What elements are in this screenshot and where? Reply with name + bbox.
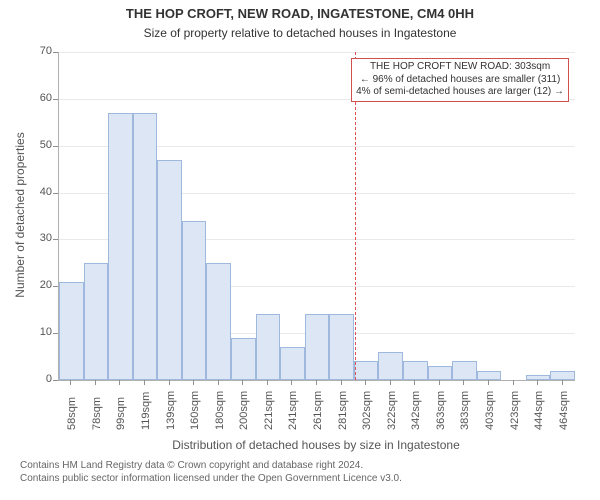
y-tick-label: 60 [24, 92, 52, 104]
x-tick-label: 78sqm [91, 397, 103, 430]
histogram-bar [354, 361, 379, 380]
y-tick-label: 50 [24, 139, 52, 151]
annotation-line: 4% of semi-detached houses are larger (1… [356, 86, 564, 99]
y-tick-mark [53, 146, 58, 147]
histogram-bar [280, 347, 305, 380]
x-tick-label: 403sqm [484, 391, 496, 430]
y-tick-label: 40 [24, 186, 52, 198]
x-tick-label: 342sqm [410, 391, 422, 430]
footer-line: Contains public sector information licen… [20, 473, 402, 486]
histogram-bar [403, 361, 428, 380]
annotation-line: ← 96% of detached houses are smaller (31… [356, 74, 564, 87]
x-tick-label: 464sqm [558, 391, 570, 430]
histogram-bar [59, 282, 84, 380]
x-tick-mark [291, 380, 292, 385]
x-tick-label: 221sqm [263, 391, 275, 430]
x-tick-mark [537, 380, 538, 385]
y-tick-label: 0 [24, 373, 52, 385]
x-tick-label: 200sqm [238, 391, 250, 430]
x-tick-label: 423sqm [509, 391, 521, 430]
x-tick-mark [513, 380, 514, 385]
y-tick-mark [53, 286, 58, 287]
y-tick-mark [53, 333, 58, 334]
footer-attribution: Contains HM Land Registry data © Crown c… [20, 460, 402, 485]
x-tick-label: 241sqm [287, 391, 299, 430]
histogram-bar [256, 314, 281, 380]
histogram-bar [378, 352, 403, 380]
y-tick-mark [53, 52, 58, 53]
x-tick-mark [95, 380, 96, 385]
x-tick-label: 139sqm [165, 391, 177, 430]
y-tick-mark [53, 193, 58, 194]
plot-area: THE HOP CROFT NEW ROAD: 303sqm← 96% of d… [58, 52, 575, 381]
x-tick-label: 363sqm [435, 391, 447, 430]
x-axis-label: Distribution of detached houses by size … [58, 438, 574, 452]
x-tick-label: 119sqm [140, 392, 152, 430]
x-tick-mark [144, 380, 145, 385]
x-tick-label: 444sqm [533, 391, 545, 430]
chart-container: THE HOP CROFT, NEW ROAD, INGATESTONE, CM… [0, 0, 600, 500]
histogram-bar [84, 263, 109, 380]
x-tick-mark [562, 380, 563, 385]
chart-subtitle: Size of property relative to detached ho… [0, 26, 600, 40]
x-tick-label: 58sqm [66, 397, 78, 430]
x-tick-mark [316, 380, 317, 385]
y-tick-mark [53, 380, 58, 381]
x-tick-mark [119, 380, 120, 385]
annotation-line: THE HOP CROFT NEW ROAD: 303sqm [356, 61, 564, 74]
x-tick-mark [218, 380, 219, 385]
histogram-bar [428, 366, 453, 380]
x-tick-mark [193, 380, 194, 385]
x-tick-mark [414, 380, 415, 385]
x-tick-mark [70, 380, 71, 385]
x-tick-label: 281sqm [337, 391, 349, 430]
x-tick-label: 180sqm [214, 391, 226, 430]
y-tick-label: 10 [24, 326, 52, 338]
histogram-bar [108, 113, 133, 380]
x-tick-mark [242, 380, 243, 385]
chart-title: THE HOP CROFT, NEW ROAD, INGATESTONE, CM… [0, 6, 600, 21]
footer-line: Contains HM Land Registry data © Crown c… [20, 460, 402, 473]
x-tick-mark [169, 380, 170, 385]
histogram-bar [206, 263, 231, 380]
histogram-bar [133, 113, 158, 380]
histogram-bar [329, 314, 354, 380]
histogram-bar [182, 221, 207, 380]
histogram-bar [452, 361, 477, 380]
x-tick-label: 302sqm [361, 391, 373, 430]
y-tick-label: 20 [24, 279, 52, 291]
y-tick-mark [53, 239, 58, 240]
histogram-bar [305, 314, 330, 380]
x-tick-label: 99sqm [115, 397, 127, 430]
x-tick-mark [267, 380, 268, 385]
histogram-bar [477, 371, 502, 380]
x-tick-label: 383sqm [459, 391, 471, 430]
x-tick-mark [365, 380, 366, 385]
y-tick-label: 70 [24, 45, 52, 57]
gridline [59, 52, 575, 53]
x-tick-mark [488, 380, 489, 385]
histogram-bar [157, 160, 182, 380]
y-tick-mark [53, 99, 58, 100]
x-tick-label: 322sqm [386, 391, 398, 430]
histogram-bar [231, 338, 256, 380]
x-tick-label: 160sqm [189, 391, 201, 430]
histogram-bar [550, 371, 575, 380]
y-tick-label: 30 [24, 232, 52, 244]
x-tick-label: 261sqm [312, 391, 324, 430]
x-tick-mark [341, 380, 342, 385]
annotation-box: THE HOP CROFT NEW ROAD: 303sqm← 96% of d… [351, 58, 569, 102]
x-tick-mark [439, 380, 440, 385]
x-tick-mark [463, 380, 464, 385]
x-tick-mark [390, 380, 391, 385]
